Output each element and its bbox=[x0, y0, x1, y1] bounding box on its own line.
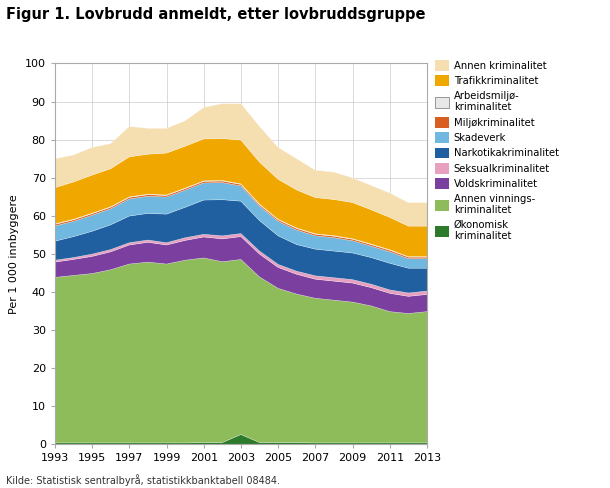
Y-axis label: Per 1 000 innbyggere: Per 1 000 innbyggere bbox=[9, 194, 20, 314]
Text: Figur 1. Lovbrudd anmeldt, etter lovbruddsgruppe: Figur 1. Lovbrudd anmeldt, etter lovbrud… bbox=[6, 7, 426, 22]
Legend: Annen kriminalitet, Trafikkriminalitet, Arbeidsmiljø-
kriminalitet, Miljøkrimina: Annen kriminalitet, Trafikkriminalitet, … bbox=[431, 56, 562, 245]
Text: Kilde: Statistisk sentralbyrå, statistikkbanktabell 08484.: Kilde: Statistisk sentralbyrå, statistik… bbox=[6, 474, 280, 486]
